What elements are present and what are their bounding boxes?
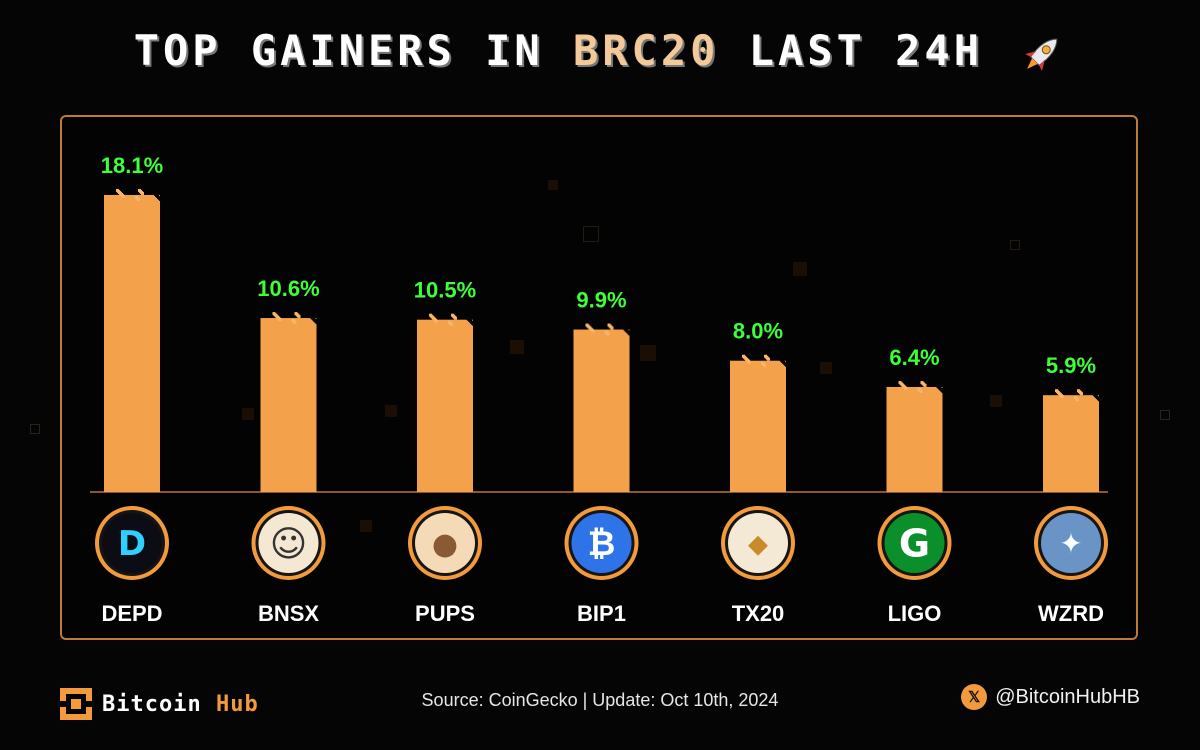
bar-fringe-pixel <box>448 320 451 324</box>
bg-speck <box>583 226 599 242</box>
bg-speck <box>990 395 1002 407</box>
bar-fringe-pixel <box>585 323 589 327</box>
bar-fringe-pixel <box>417 313 420 317</box>
bar-fringe-pixel <box>451 313 454 317</box>
bar-fringe-pixel <box>272 312 276 316</box>
icon-glyph: ✦ <box>1059 527 1082 560</box>
bitcoin-hub-logo: Bitcoin Hub <box>60 686 259 722</box>
bg-speck <box>793 262 807 276</box>
icon-face <box>258 513 319 573</box>
title-part2: LAST 24H <box>719 26 983 75</box>
icon-glyph: D <box>118 524 146 564</box>
bg-speck <box>510 340 524 354</box>
bar-fringe-pixel <box>886 380 890 384</box>
bar-fringe-pixel <box>309 315 313 319</box>
bg-speck <box>1010 240 1020 250</box>
handle-text: @BitcoinHubHB <box>995 685 1140 708</box>
category-label: TX20 <box>732 601 785 626</box>
bar-fringe-pixel <box>138 188 141 192</box>
bar-fringe-pixel <box>779 357 782 361</box>
bar-wzrd <box>1043 395 1099 492</box>
bar-fringe-pixel <box>1077 389 1080 393</box>
icon-face <box>571 513 632 573</box>
bar-fringe-pixel <box>764 354 767 358</box>
value-label: 10.5% <box>414 278 476 303</box>
bar-fringe-pixel <box>607 323 611 327</box>
bg-speck <box>242 408 254 420</box>
source-note: Source: CoinGecko | Update: Oct 10th, 20… <box>421 690 779 710</box>
icon-glyph: ☺ <box>270 524 308 565</box>
bar-fringe-pixel <box>104 188 107 192</box>
bar-pups <box>417 319 473 492</box>
icon-glyph: ● <box>432 527 458 562</box>
bar-fringe-pixel <box>1092 392 1095 396</box>
bar-fringe-pixel <box>135 195 138 199</box>
bar-fringe-pixel <box>466 316 469 320</box>
title-part1: TOP GAINERS IN <box>133 26 573 75</box>
bar-fringe-pixel <box>761 361 764 365</box>
icon-face <box>728 513 788 573</box>
value-label: 6.4% <box>889 345 939 370</box>
bar-fringe-pixel <box>898 380 902 384</box>
bg-speck <box>820 362 832 374</box>
icon-face <box>1041 513 1101 573</box>
icon-glyph: ◆ <box>748 529 768 559</box>
bar-fringe-pixel <box>573 323 577 327</box>
bar-fringe-pixel <box>291 319 295 323</box>
bar-fringe-pixel <box>622 326 626 330</box>
bar-fringe-pixel <box>935 383 939 387</box>
category-label: WZRD <box>1038 601 1104 626</box>
icon-face <box>102 513 162 573</box>
icon-glyph: G <box>899 522 930 566</box>
category-label: BNSX <box>258 601 319 626</box>
category-label: PUPS <box>415 601 475 626</box>
bar-fringe-pixel <box>153 191 156 195</box>
bg-speck <box>385 405 397 417</box>
icon-face <box>415 513 475 573</box>
bar-fringe-pixel <box>742 354 745 358</box>
bar-fringe-pixel <box>917 387 921 391</box>
brand-hub: Hub <box>215 691 259 717</box>
value-label: 8.0% <box>733 319 783 344</box>
bar-fringe-pixel <box>1043 389 1046 393</box>
chart-panel: 18.1% DEPD 10.6% BNSX 10.5% PUPS 9.9% BIP1 8.0% T… <box>60 115 1138 640</box>
category-label: LIGO <box>888 601 942 626</box>
bar-fringe-pixel <box>604 330 608 334</box>
bar-fringe-pixel <box>920 380 924 384</box>
bar-fringe-pixel <box>1074 396 1077 400</box>
brand-main: Bitcoin <box>102 691 202 717</box>
bg-speck <box>30 424 40 434</box>
bar-fringe-pixel <box>116 188 119 192</box>
bg-speck <box>640 345 656 361</box>
bar-bnsx <box>260 318 317 492</box>
bar-fringe-pixel <box>294 312 298 316</box>
bar-fringe-pixel <box>1055 389 1058 393</box>
value-label: 10.6% <box>257 276 319 301</box>
bar-ligo <box>886 386 943 492</box>
bar-chart: 18.1% DEPD 10.6% BNSX 10.5% PUPS 9.9% BIP1 8.0% T… <box>90 153 1108 626</box>
x-logo-icon: 𝕏 <box>961 684 988 710</box>
bar-fringe-pixel <box>429 313 432 317</box>
bar-depd <box>104 194 160 492</box>
value-label: 9.9% <box>576 288 626 313</box>
rocket-icon <box>1025 38 1058 71</box>
bg-speck <box>360 520 372 532</box>
value-label: 18.1% <box>101 153 163 178</box>
bar-fringe-pixel <box>260 312 264 316</box>
bg-speck <box>1160 410 1170 420</box>
category-label: BIP1 <box>577 601 626 626</box>
bar-tx20 <box>730 360 786 492</box>
bitcoin-hub-icon <box>60 688 92 720</box>
bar-fringe-pixel <box>730 354 733 358</box>
title-accent: BRC20 <box>572 26 720 75</box>
category-label: DEPD <box>101 601 162 626</box>
bar-bip1 <box>573 329 630 492</box>
value-label: 5.9% <box>1046 353 1096 378</box>
social-handle[interactable]: 𝕏 @BitcoinHubHB <box>961 684 1140 710</box>
icon-glyph: ₿ <box>588 524 616 564</box>
page-title: TOP GAINERS IN BRC20 LAST 24H <box>0 26 1200 78</box>
bg-speck <box>548 180 558 190</box>
icon-face <box>884 513 945 573</box>
